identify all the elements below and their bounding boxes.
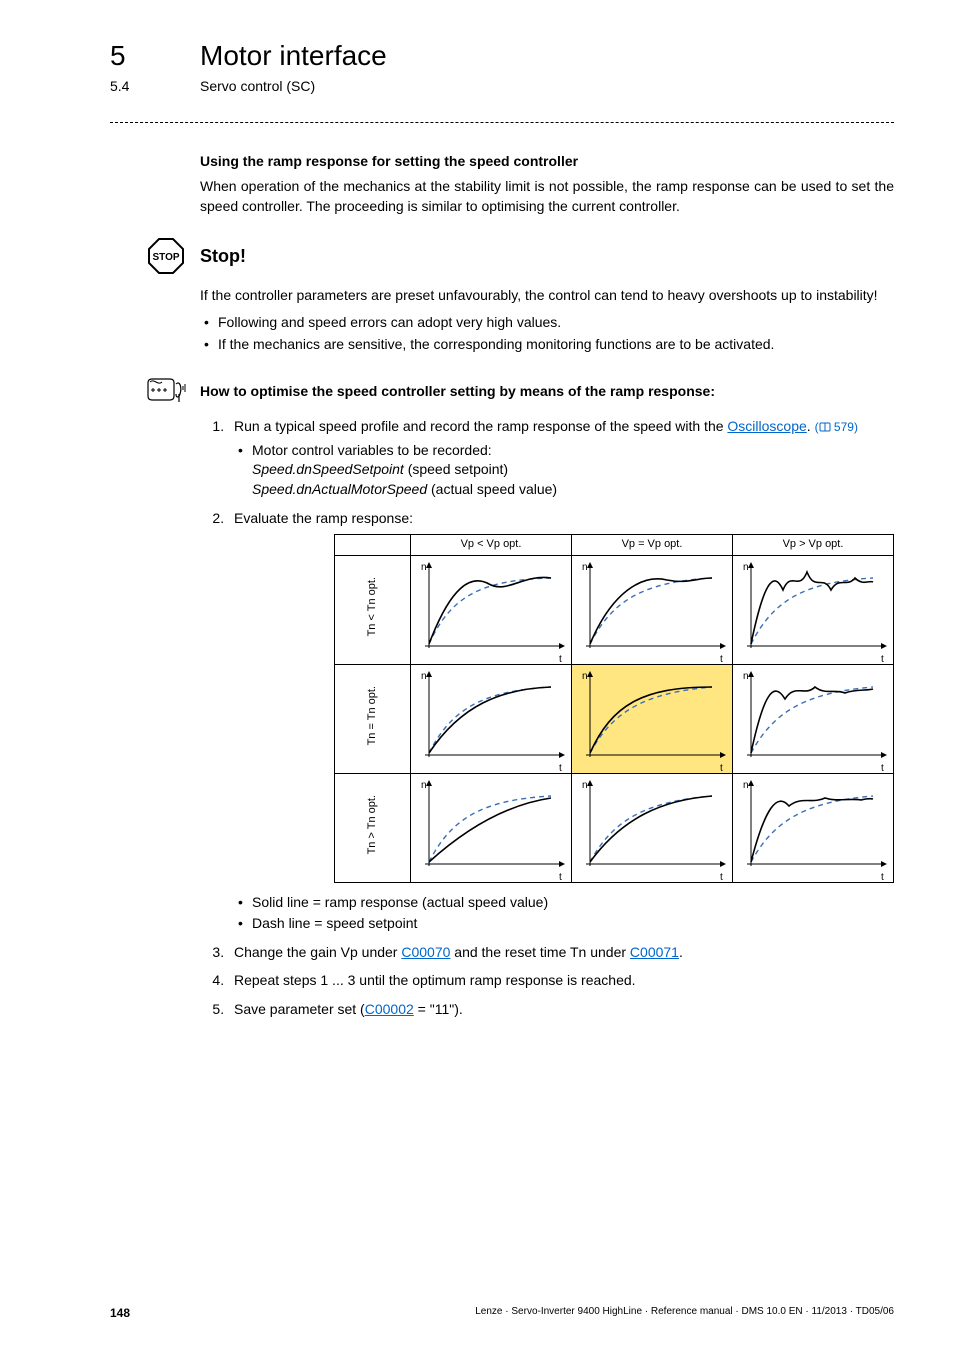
chart-cell: n t (572, 555, 733, 664)
c00071-link[interactable]: C00071 (630, 944, 679, 960)
separator (110, 122, 894, 123)
legend-solid: Solid line = ramp response (actual speed… (252, 893, 894, 913)
chart-row-header: Tn < Tn opt. (335, 555, 411, 664)
c00070-link[interactable]: C00070 (401, 944, 450, 960)
ramp-response-chart: Vp < Vp opt.Vp = Vp opt.Vp > Vp opt. Tn <… (334, 534, 894, 883)
svg-text:t: t (559, 872, 562, 882)
chapter-number: 5 (110, 40, 140, 72)
svg-text:t: t (720, 654, 723, 664)
stop-label: Stop! (200, 246, 246, 267)
section-body: When operation of the mechanics at the s… (200, 177, 894, 216)
stop-bullets: Following and speed errors can adopt ver… (200, 312, 894, 355)
chart-cell: n t (572, 773, 733, 882)
chart-cell: n t (733, 555, 894, 664)
step-2: Evaluate the ramp response: Vp < Vp opt.… (228, 508, 894, 934)
chart-col-header: Vp < Vp opt. (411, 534, 572, 555)
page-ref-link[interactable]: ( 579) (815, 420, 858, 434)
step-1-sub: Motor control variables to be recorded: … (252, 441, 894, 500)
svg-text:n: n (743, 671, 749, 682)
chart-cell: n t (411, 555, 572, 664)
chapter-title: Motor interface (200, 40, 387, 72)
svg-text:n: n (582, 562, 588, 573)
step-1-text-pre: Run a typical speed profile and record t… (234, 418, 727, 434)
svg-text:t: t (559, 654, 562, 664)
chart-cell: n t (733, 773, 894, 882)
step-3: Change the gain Vp under C00070 and the … (228, 942, 894, 962)
section-heading: Using the ramp response for setting the … (200, 153, 894, 169)
svg-text:n: n (421, 562, 427, 573)
svg-text:n: n (421, 780, 427, 791)
chart-row-header: Tn = Tn opt. (335, 664, 411, 773)
chart-cell: n t (572, 664, 733, 773)
svg-text:t: t (720, 872, 723, 882)
page-number: 148 (110, 1306, 130, 1320)
svg-text:t: t (881, 872, 884, 882)
stop-text: If the controller parameters are preset … (200, 286, 894, 306)
stop-icon: STOP (146, 236, 186, 276)
svg-text:n: n (582, 780, 588, 791)
procedure-icon (146, 376, 190, 406)
chart-col-header: Vp > Vp opt. (733, 534, 894, 555)
svg-text:n: n (582, 671, 588, 682)
oscilloscope-link[interactable]: Oscilloscope (727, 418, 806, 434)
chart-col-header: Vp = Vp opt. (572, 534, 733, 555)
svg-text:t: t (559, 763, 562, 773)
section-title: Servo control (SC) (200, 78, 315, 94)
howto-label: How to optimise the speed controller set… (200, 383, 715, 399)
step-1: Run a typical speed profile and record t… (228, 416, 894, 499)
svg-text:n: n (421, 671, 427, 682)
c00002-link[interactable]: C00002 (365, 1001, 414, 1017)
footer-text: Lenze · Servo-Inverter 9400 HighLine · R… (475, 1306, 894, 1320)
stop-bullet: Following and speed errors can adopt ver… (218, 312, 894, 332)
chart-row-header: Tn > Tn opt. (335, 773, 411, 882)
step-1-text-post: . (807, 418, 815, 434)
svg-text:t: t (881, 654, 884, 664)
chart-cell: n t (733, 664, 894, 773)
svg-text:n: n (743, 562, 749, 573)
svg-text:STOP: STOP (152, 252, 179, 263)
stop-bullet: If the mechanics are sensitive, the corr… (218, 334, 894, 354)
chart-cell: n t (411, 773, 572, 882)
svg-text:t: t (881, 763, 884, 773)
chart-cell: n t (411, 664, 572, 773)
step-5: Save parameter set (C00002 = "11"). (228, 999, 894, 1019)
section-number: 5.4 (110, 78, 140, 94)
svg-text:n: n (743, 780, 749, 791)
legend-dash: Dash line = speed setpoint (252, 914, 894, 934)
step-4: Repeat steps 1 ... 3 until the optimum r… (228, 970, 894, 990)
svg-text:t: t (720, 763, 723, 773)
